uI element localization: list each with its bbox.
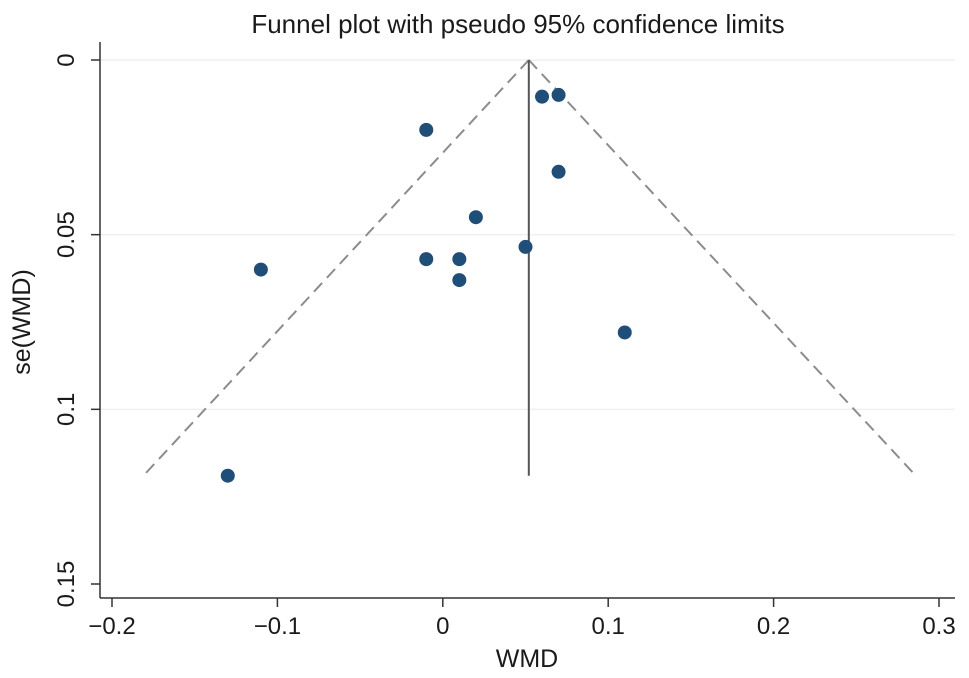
study-point [551, 164, 566, 179]
study-point [468, 210, 483, 225]
x-tick-label: −0.1 [254, 613, 301, 640]
x-tick-label: 0.3 [922, 613, 955, 640]
study-point [535, 89, 550, 104]
y-tick-label: 0.15 [53, 561, 80, 608]
y-tick-label: 0.05 [53, 211, 80, 258]
x-tick-label: 0.1 [592, 613, 625, 640]
x-tick-label: 0 [436, 613, 449, 640]
study-point [452, 273, 467, 288]
study-point [220, 468, 235, 483]
study-point [617, 325, 632, 340]
x-axis-label: WMD [496, 645, 558, 673]
study-point [419, 122, 434, 137]
axes: −0.2 −0.1 0 0.1 0.2 0.3 0 0.05 0.1 0.15 [53, 42, 956, 640]
study-point [419, 252, 434, 267]
y-axis-label: se(WMD) [8, 269, 36, 375]
study-point [551, 87, 566, 102]
study-point [452, 252, 467, 267]
x-tick-label: 0.2 [757, 613, 790, 640]
study-points [220, 87, 632, 483]
study-point [253, 262, 268, 277]
study-point [518, 239, 533, 254]
y-tick-label: 0.1 [53, 393, 80, 426]
chart-title: Funnel plot with pseudo 95% confidence l… [251, 9, 784, 39]
y-tick-label: 0 [53, 53, 80, 66]
x-tick-label: −0.2 [88, 613, 135, 640]
confidence-limits [142, 59, 917, 477]
